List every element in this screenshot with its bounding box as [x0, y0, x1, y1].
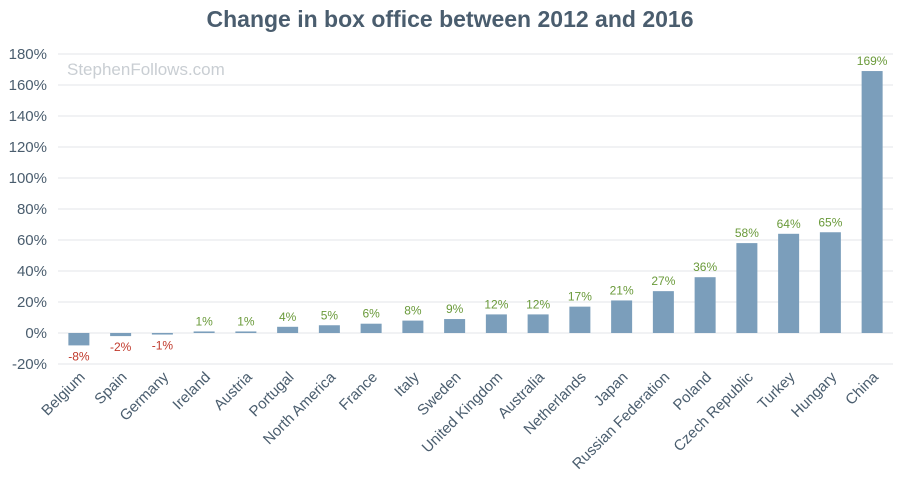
data-labels: -8% -2% -1% 1% 1% 4% 5% 6% 8% 9% 12% 12% 17% 21% 27% 36… — [68, 54, 888, 363]
data-label: 9% — [446, 302, 464, 316]
gridlines — [58, 53, 893, 365]
data-label: 8% — [404, 304, 422, 318]
bar-ireland — [193, 331, 215, 333]
data-label: 6% — [362, 307, 380, 321]
bar-germany — [151, 333, 173, 335]
bar-italy — [402, 320, 424, 333]
watermark: StephenFollows.com — [67, 60, 225, 79]
data-label: 5% — [321, 308, 339, 322]
bar-united-kingdom — [485, 314, 507, 333]
data-label: -1% — [152, 339, 174, 353]
data-label: 1% — [237, 314, 255, 328]
bar-netherlands — [569, 306, 591, 333]
bar-russian-federation — [652, 291, 674, 333]
data-label: 65% — [818, 215, 842, 229]
x-tick-label: China — [842, 368, 882, 408]
y-tick-label: 60% — [17, 232, 47, 249]
y-tick-label: 0% — [25, 325, 47, 342]
bar-australia — [527, 314, 549, 333]
bar-china — [861, 71, 883, 334]
bar-sweden — [444, 319, 466, 333]
y-tick-label: 100% — [9, 170, 47, 187]
x-tick-label: Belgium — [38, 369, 88, 419]
x-tick-label: Italy — [391, 368, 423, 400]
bar-poland — [694, 277, 716, 333]
x-axis-ticks: Belgium SpainGermanyIrelandAustriaPortuga… — [38, 368, 882, 472]
bar-turkey — [778, 233, 800, 333]
data-label: 21% — [610, 283, 634, 297]
data-label: 36% — [693, 260, 717, 274]
x-tick-label: France — [336, 369, 381, 414]
bar-portugal — [277, 326, 299, 333]
y-tick-label: 40% — [17, 263, 47, 280]
data-label: 1% — [195, 314, 213, 328]
bar-belgium — [68, 333, 90, 346]
bar-north-america — [318, 325, 340, 333]
y-tick-label: 120% — [9, 139, 47, 156]
bar-japan — [611, 300, 633, 333]
data-label: 17% — [568, 290, 592, 304]
x-tick-label: Spain — [91, 369, 130, 408]
y-axis-ticks: -20% 0% 20% 40% 60% 80% 100% 120% 140% 160% 180% — [9, 46, 47, 373]
data-label: 64% — [777, 217, 801, 231]
x-tick-label: Ireland — [169, 369, 213, 413]
bar-hungary — [819, 232, 841, 333]
x-tick-label: North America — [260, 368, 340, 448]
bar-france — [360, 323, 382, 333]
y-tick-label: 20% — [17, 294, 47, 311]
y-tick-label: 180% — [9, 46, 47, 63]
data-label: 12% — [484, 297, 508, 311]
data-label: 4% — [279, 310, 297, 324]
bar-austria — [235, 331, 257, 333]
x-tick-label: Hungary — [788, 368, 840, 420]
data-label: 27% — [651, 274, 675, 288]
data-label: -8% — [68, 349, 90, 363]
y-tick-label: 80% — [17, 201, 47, 218]
y-tick-label: -20% — [12, 356, 47, 373]
y-tick-label: 140% — [9, 108, 47, 125]
data-label: -2% — [110, 340, 132, 354]
y-tick-label: 160% — [9, 77, 47, 94]
bar-spain — [110, 333, 132, 337]
data-label: 169% — [857, 54, 888, 68]
chart-title: Change in box office between 2012 and 20… — [206, 6, 694, 32]
bars — [68, 71, 883, 346]
data-label: 58% — [735, 226, 759, 240]
bar-czech-republic — [736, 243, 758, 333]
data-label: 12% — [526, 297, 550, 311]
